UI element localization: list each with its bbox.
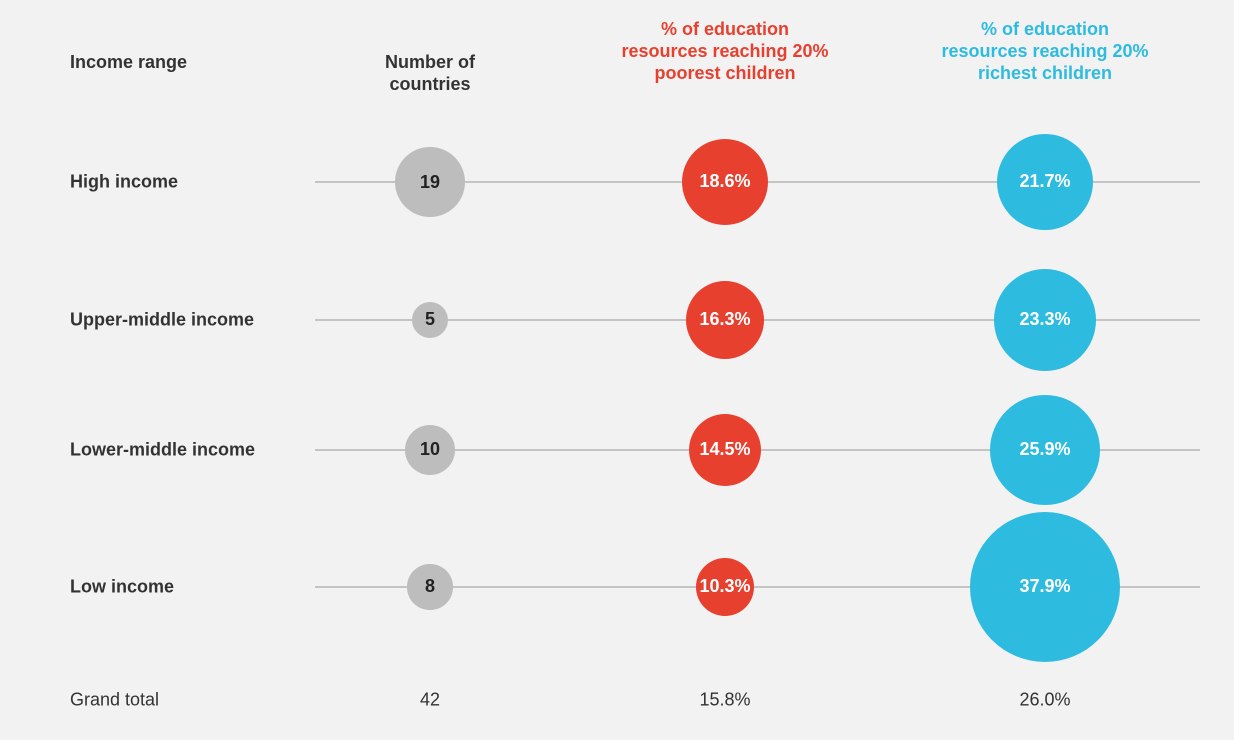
bubble-label: 10	[419, 439, 440, 460]
bubble: 18.6%	[681, 138, 769, 226]
bubble-label: 19	[419, 171, 441, 192]
bubble-label: 16.3%	[699, 309, 751, 330]
row-label: High income	[70, 171, 179, 192]
chart: Income range Number of countries % of educ…	[0, 0, 1234, 740]
bubble: 10	[404, 424, 456, 476]
bubble: 21.7%	[996, 133, 1094, 231]
bubble: 10.3%	[695, 557, 755, 617]
total-value: 26.0%	[1019, 689, 1071, 710]
column-header: % of education resources reaching 20% po…	[621, 19, 829, 83]
row-label: Low income	[70, 576, 175, 597]
bubble-label: 8	[424, 576, 435, 597]
bubble: 14.5%	[688, 413, 762, 487]
bubble-label: 10.3%	[699, 576, 751, 597]
column-header: Number of countries	[385, 52, 475, 94]
total-row-label: Grand total	[70, 689, 160, 710]
total-value: 15.8%	[699, 689, 751, 710]
bubble: 37.9%	[969, 511, 1121, 663]
bubble-label: 18.6%	[699, 171, 751, 192]
bubble: 19	[395, 147, 465, 217]
bubble-label: 14.5%	[699, 439, 751, 460]
bubble-label: 23.3%	[1019, 309, 1071, 330]
total-value: 42	[419, 689, 441, 710]
bubble: 23.3%	[994, 269, 1096, 371]
bubble: 16.3%	[685, 280, 765, 360]
bubble: 25.9%	[989, 394, 1101, 506]
row-header: Income range	[70, 52, 188, 72]
bubble: 5	[412, 302, 448, 338]
column-header: % of education resources reaching 20% ri…	[941, 19, 1149, 83]
bubble-label: 37.9%	[1019, 576, 1071, 597]
bubble-label: 21.7%	[1019, 171, 1071, 192]
row-line	[315, 586, 1200, 588]
bubble-label: 5	[424, 309, 435, 330]
row-label: Upper-middle income	[70, 309, 255, 330]
bubble: 8	[407, 564, 453, 610]
bubble-label: 25.9%	[1019, 439, 1071, 460]
row-label: Lower-middle income	[70, 439, 256, 460]
